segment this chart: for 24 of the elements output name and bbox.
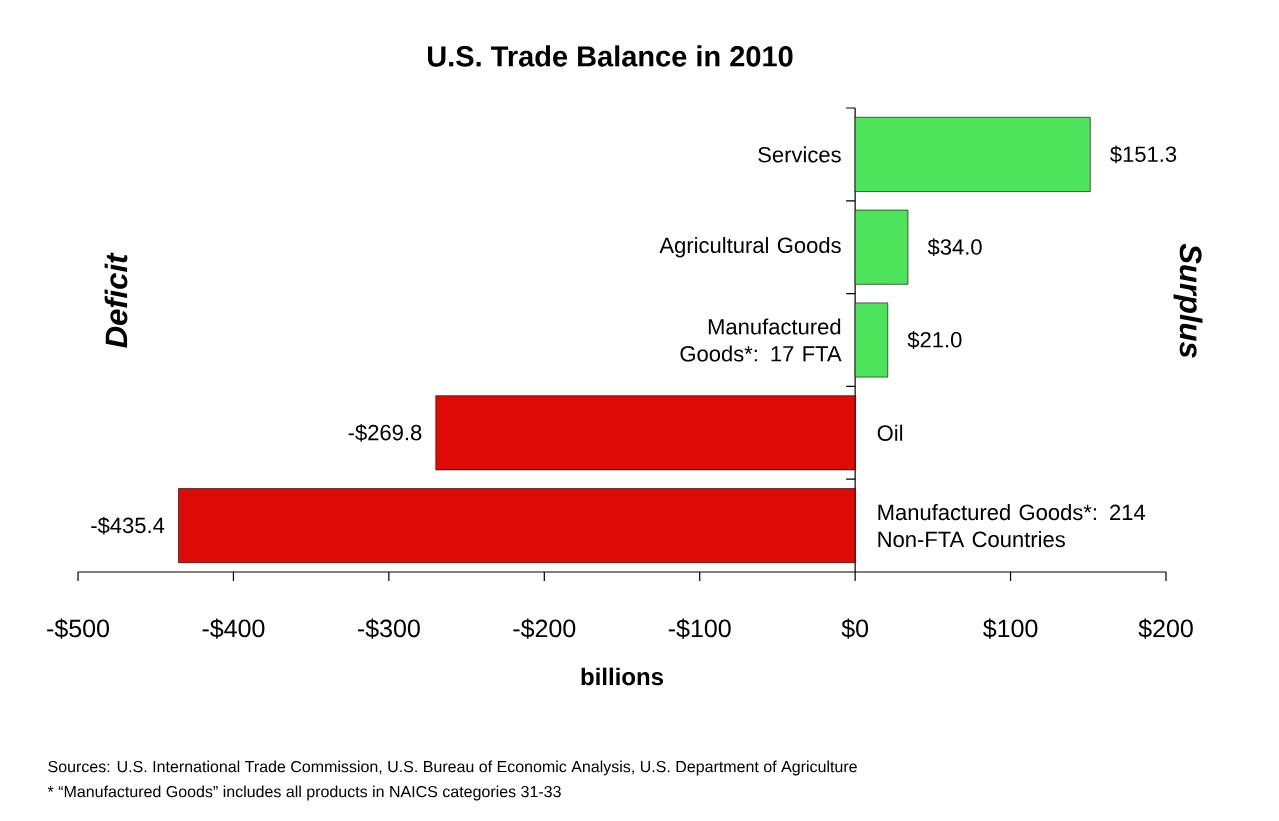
x-tick-label: -$100: [668, 618, 731, 639]
x-axis-title: billions: [581, 667, 664, 686]
x-tick-label: $0: [841, 618, 869, 639]
x-tick-label: $200: [1138, 618, 1193, 639]
y-tick-label: Manufactured Goods*: 214 Non-FTA Countries: [878, 504, 1146, 548]
data-label: -$435.4: [91, 516, 165, 535]
y-tick-label: Agricultural Goods: [659, 236, 841, 258]
data-label: -$269.8: [348, 423, 422, 442]
data-label: $151.3: [1110, 145, 1177, 164]
x-tick-label: -$200: [513, 618, 576, 639]
y-tick-label: Manufactured Goods*: 17 FTA: [680, 318, 842, 362]
x-tick-label: -$300: [358, 618, 420, 639]
annotation: Deficit: [104, 252, 128, 348]
x-tick-label: $100: [983, 618, 1038, 639]
chart-title: U.S. Trade Balance in 2010: [427, 45, 793, 67]
text: Surplus: [1173, 243, 1203, 358]
x-tick-label: -$500: [47, 618, 109, 639]
source-note: Sources: U.S. International Trade Commission, U.S. Bureau of Economic Analysis, U.S. Department of Agriculture: [48, 760, 857, 776]
y-tick-label: Services: [758, 146, 841, 163]
text: * “Manufactured Goods” includes all products in NAICS categories 31-33: [47, 785, 561, 801]
y-tick-label: Oil: [877, 424, 903, 441]
x-tick-label: -$400: [202, 618, 265, 639]
data-label: $21.0: [907, 331, 962, 349]
data-label: $34.0: [927, 238, 982, 257]
